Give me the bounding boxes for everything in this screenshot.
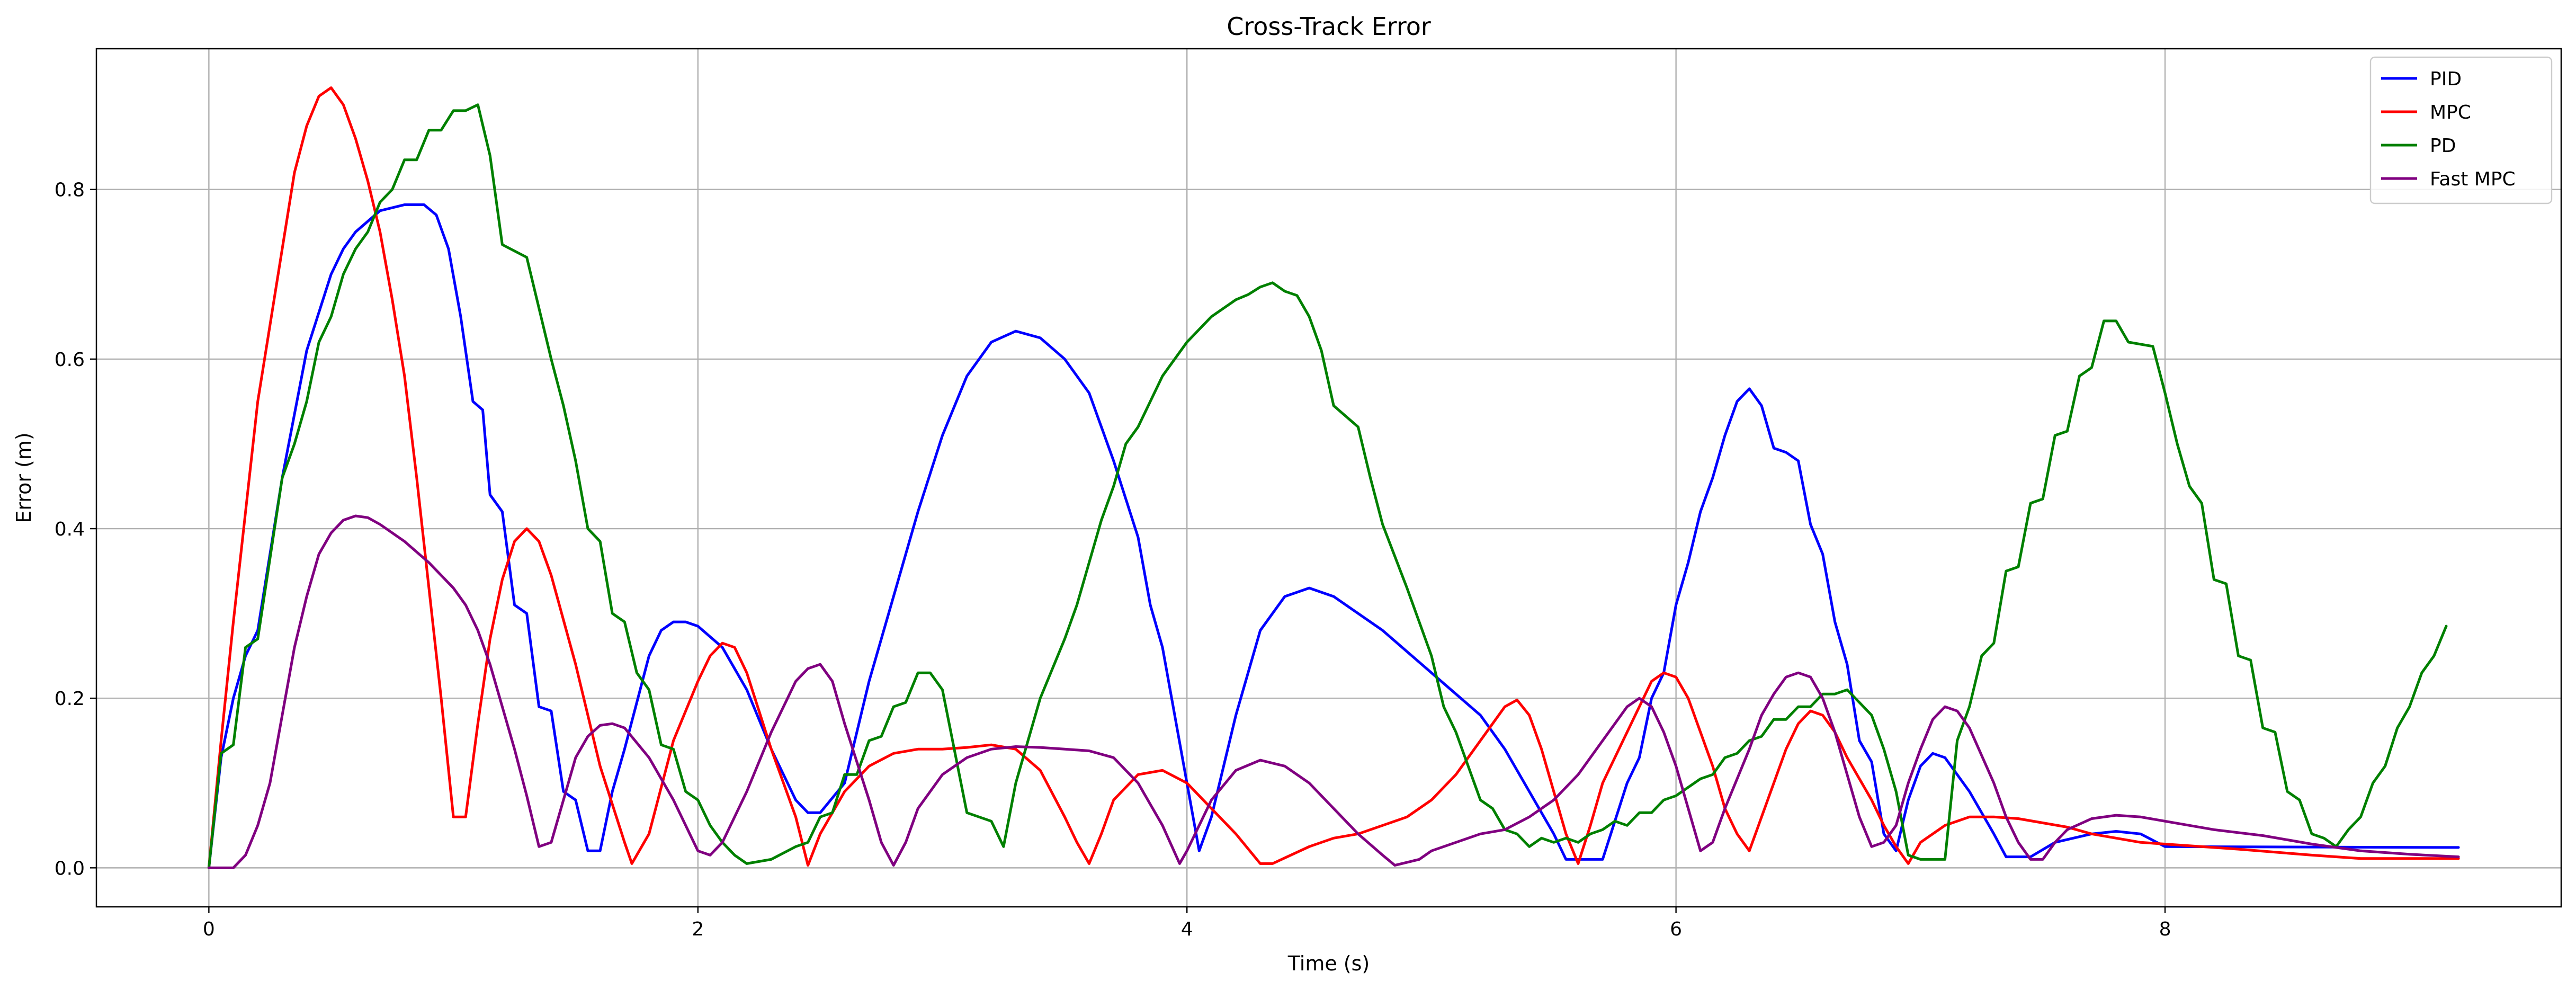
series-line-mpc bbox=[207, 86, 2460, 869]
series-lines bbox=[207, 86, 2460, 869]
legend-label-pid: PID bbox=[2430, 68, 2462, 90]
legend: PID MPC PD Fast MPC bbox=[2369, 56, 2553, 204]
y-axis-title: Error (m) bbox=[12, 432, 35, 523]
grid-lines bbox=[96, 49, 2561, 907]
x-axis-title: Time (s) bbox=[1287, 952, 1370, 975]
y-tick-label: 0.8 bbox=[55, 180, 85, 201]
y-tick-label: 0.2 bbox=[55, 688, 85, 710]
axis-ticks: 0 2 4 6 8 0.0 0.2 0.4 0.6 0.8 bbox=[55, 180, 2171, 940]
chart-title: Cross-Track Error bbox=[1227, 12, 1431, 41]
x-tick-label: 2 bbox=[692, 918, 704, 940]
legend-label-fast-mpc: Fast MPC bbox=[2430, 168, 2516, 190]
series-line-pd bbox=[207, 103, 2448, 869]
x-tick-label: 0 bbox=[203, 918, 215, 940]
plot-frame bbox=[95, 48, 2562, 908]
series-line-fast-mpc bbox=[207, 514, 2460, 869]
series-line-pid bbox=[207, 203, 2460, 869]
legend-label-mpc: MPC bbox=[2430, 102, 2471, 123]
x-tick-label: 8 bbox=[2159, 918, 2171, 940]
legend-box bbox=[2369, 56, 2553, 204]
y-tick-label: 0.0 bbox=[55, 858, 85, 879]
x-tick-label: 6 bbox=[1670, 918, 1682, 940]
y-tick-label: 0.4 bbox=[55, 519, 85, 540]
legend-label-pd: PD bbox=[2430, 135, 2456, 157]
x-tick-label: 4 bbox=[1181, 918, 1193, 940]
y-tick-label: 0.6 bbox=[55, 349, 85, 371]
